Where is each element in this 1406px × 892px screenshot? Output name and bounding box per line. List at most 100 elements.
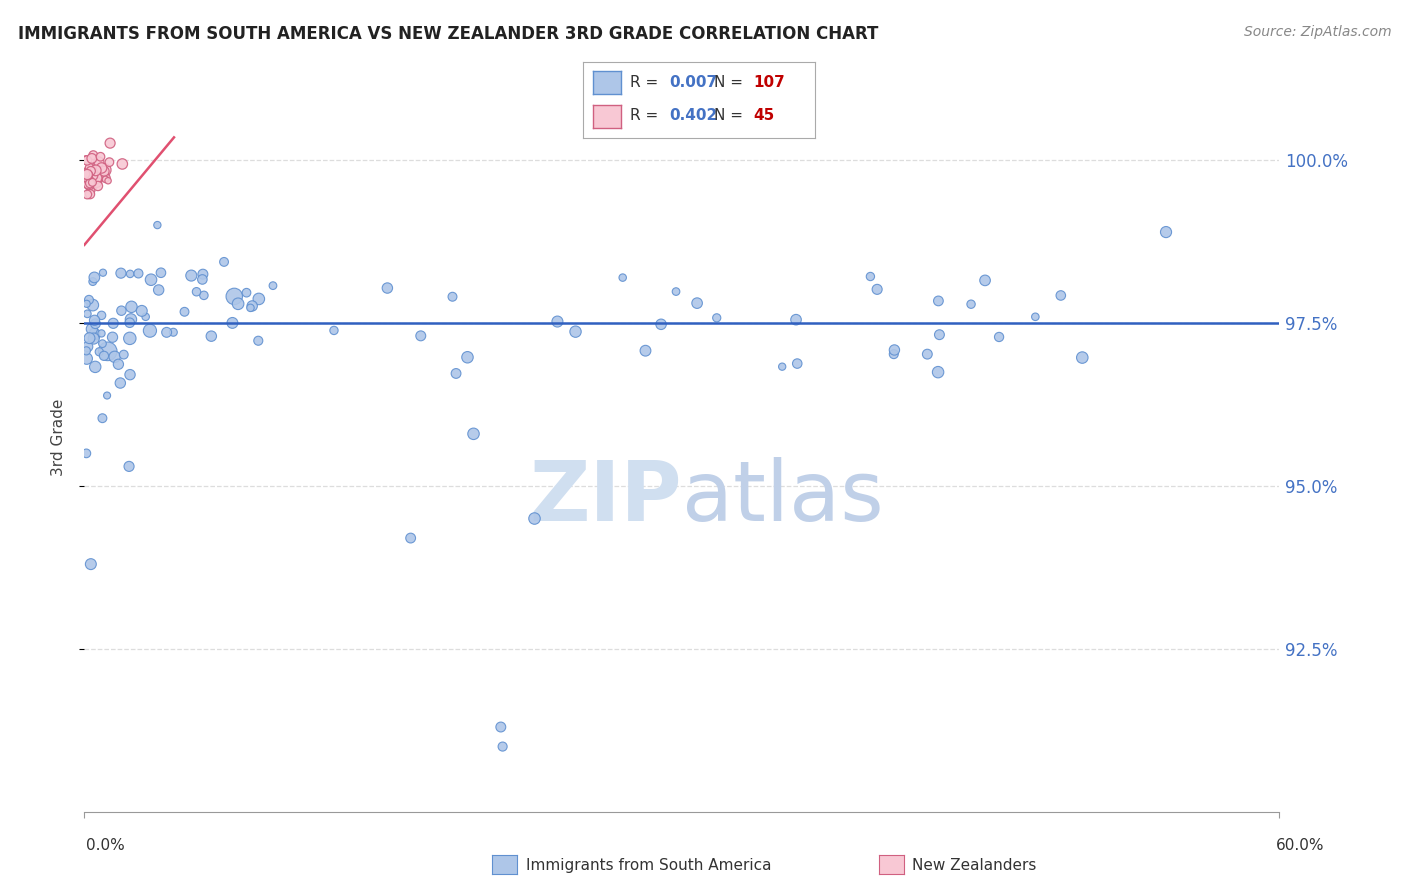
Point [441, 290, 464, 304]
Point [86, 176, 108, 190]
Point [83, 313, 105, 327]
Point [491, 739, 513, 754]
Point [82, 275, 104, 289]
Point [82, 169, 104, 183]
Point [97, 174, 120, 188]
Point [82, 148, 104, 162]
Point [118, 316, 141, 330]
Point [1154, 225, 1177, 239]
Point [101, 330, 124, 344]
Point [110, 303, 132, 318]
Point [186, 285, 208, 299]
Point [634, 343, 657, 358]
Point [131, 304, 153, 318]
Point [706, 310, 728, 325]
Point [79, 331, 101, 345]
Point [612, 270, 634, 285]
Point [927, 365, 949, 379]
Point [82, 175, 104, 189]
Point [927, 293, 949, 308]
Point [77, 293, 100, 307]
Point [148, 283, 170, 297]
Point [859, 269, 882, 284]
Point [489, 720, 512, 734]
Point [546, 314, 568, 328]
Point [75, 446, 97, 460]
Point [96, 170, 118, 185]
Point [79, 174, 101, 188]
Point [83, 270, 105, 285]
Text: atlas: atlas [682, 457, 883, 538]
Point [883, 343, 905, 357]
Point [1049, 288, 1071, 302]
Point [928, 327, 950, 342]
Point [191, 267, 214, 281]
Point [79, 177, 101, 191]
Point [76, 340, 98, 354]
Point [77, 178, 100, 192]
Point [235, 285, 257, 300]
Point [262, 278, 284, 293]
Point [173, 305, 195, 319]
Point [87, 157, 110, 171]
Point [91, 266, 114, 280]
Text: Source: ZipAtlas.com: Source: ZipAtlas.com [1244, 25, 1392, 39]
Point [93, 349, 115, 363]
Text: N =: N = [714, 76, 748, 90]
Point [120, 312, 142, 326]
Text: New Zealanders: New Zealanders [912, 858, 1036, 872]
Text: 107: 107 [754, 76, 786, 90]
Point [103, 316, 125, 330]
Point [917, 347, 939, 361]
Point [80, 164, 103, 178]
Point [76, 307, 98, 321]
Point [79, 161, 101, 175]
Point [564, 325, 586, 339]
Point [77, 177, 100, 191]
Point [866, 282, 889, 296]
Point [77, 178, 100, 192]
Text: ZIP: ZIP [530, 457, 682, 538]
Point [83, 326, 105, 341]
Point [76, 170, 98, 185]
Point [111, 157, 134, 171]
Point [76, 168, 98, 182]
Point [247, 334, 270, 348]
Point [770, 359, 793, 374]
Point [146, 218, 169, 232]
Text: IMMIGRANTS FROM SOUTH AMERICA VS NEW ZEALANDER 3RD GRADE CORRELATION CHART: IMMIGRANTS FROM SOUTH AMERICA VS NEW ZEA… [18, 25, 879, 43]
Point [650, 318, 672, 332]
Text: Immigrants from South America: Immigrants from South America [526, 858, 772, 872]
Point [224, 289, 246, 303]
Point [84, 317, 107, 331]
Point [79, 166, 101, 180]
Point [110, 266, 132, 280]
Text: 0.402: 0.402 [669, 109, 717, 123]
Point [87, 178, 110, 193]
Point [77, 168, 100, 182]
Point [112, 348, 135, 362]
Point [98, 136, 121, 150]
Point [76, 176, 98, 190]
Point [240, 299, 263, 313]
Point [89, 344, 111, 359]
Point [377, 281, 399, 295]
Point [118, 459, 141, 474]
Point [97, 344, 120, 359]
Point [91, 168, 114, 182]
Point [463, 426, 485, 441]
Point [75, 153, 97, 167]
Text: 45: 45 [754, 109, 775, 123]
Point [87, 155, 110, 169]
Point [90, 309, 112, 323]
Point [162, 325, 184, 339]
Point [139, 324, 162, 338]
Point [76, 351, 98, 366]
Point [193, 288, 215, 302]
Point [76, 153, 98, 168]
Point [180, 268, 202, 283]
Point [191, 272, 214, 286]
Point [94, 172, 117, 186]
Point [83, 332, 105, 346]
Point [786, 357, 808, 371]
